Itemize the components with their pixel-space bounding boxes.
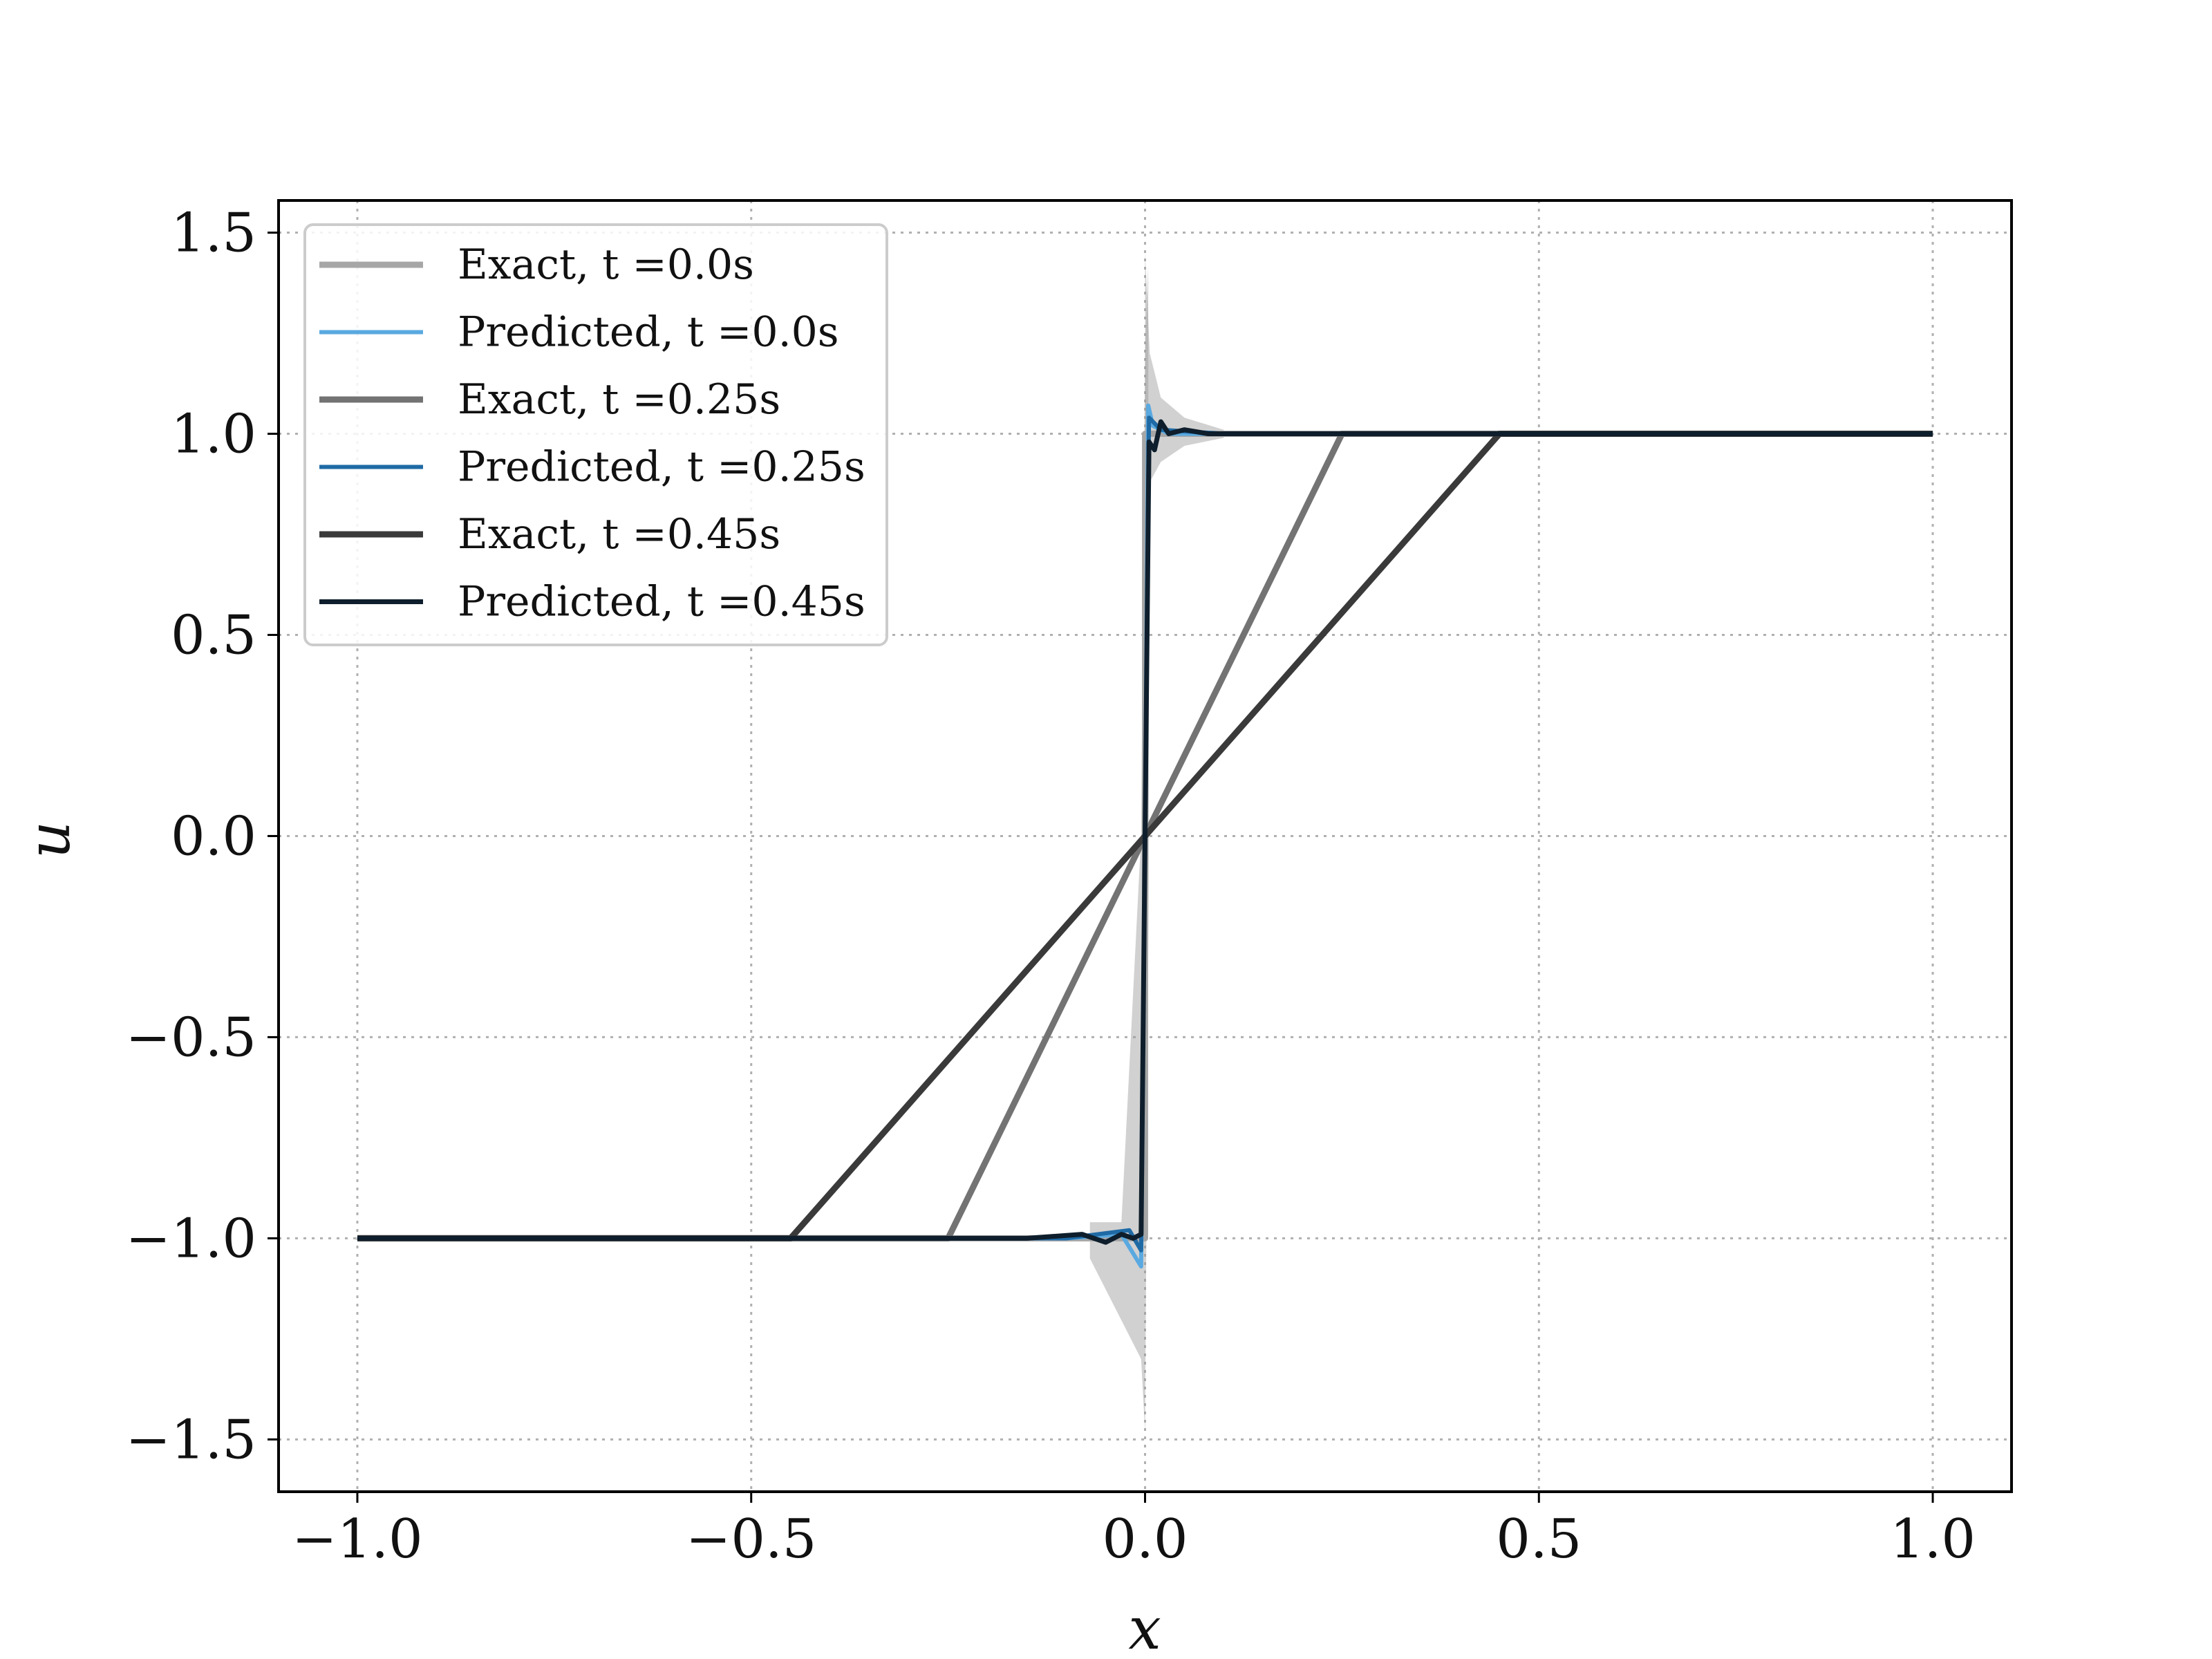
legend-box <box>303 223 888 646</box>
y-tick-label: 0.0 <box>171 805 256 868</box>
x-tick-label: 0.5 <box>1496 1508 1582 1571</box>
legend-label: Exact, t =0.25s <box>458 375 780 424</box>
y-tick-label: 1.5 <box>171 203 256 265</box>
uncertainty-band-left <box>1089 265 1150 1432</box>
legend-label: Predicted, t =0.25s <box>458 443 865 491</box>
x-tick-label: 1.0 <box>1890 1508 1976 1571</box>
legend-label: Predicted, t =0.45s <box>458 578 865 626</box>
y-tick-label: 0.5 <box>171 604 256 666</box>
series-line-5 <box>357 419 1933 1245</box>
x-axis-label: x <box>1128 1595 1161 1659</box>
y-axis-label: u <box>15 821 83 859</box>
series-lines <box>357 403 1933 1269</box>
legend: Exact, t =0.0s Predicted, t =0.0s Exact, t… <box>303 223 888 646</box>
x-tick-label: −1.0 <box>292 1508 422 1571</box>
uncertainty-bands <box>1089 252 1224 1432</box>
legend-label: Exact, t =0.0s <box>458 241 754 289</box>
axis-ticks: −1.0 −0.5 0.0 0.5 1.0 −1.5 −1.0 −0.5 0.0 0.5 1.0 1.… <box>126 203 1976 1571</box>
x-tick-label: −0.5 <box>686 1508 816 1571</box>
legend-label: Predicted, t =0.0s <box>458 308 839 357</box>
y-tick-label: 1.0 <box>171 404 256 466</box>
y-tick-label: −1.0 <box>126 1208 256 1270</box>
y-tick-label: −1.5 <box>126 1409 256 1471</box>
legend-label: Exact, t =0.45s <box>458 510 780 559</box>
y-tick-label: −0.5 <box>126 1006 256 1069</box>
x-tick-label: 0.0 <box>1102 1508 1188 1571</box>
